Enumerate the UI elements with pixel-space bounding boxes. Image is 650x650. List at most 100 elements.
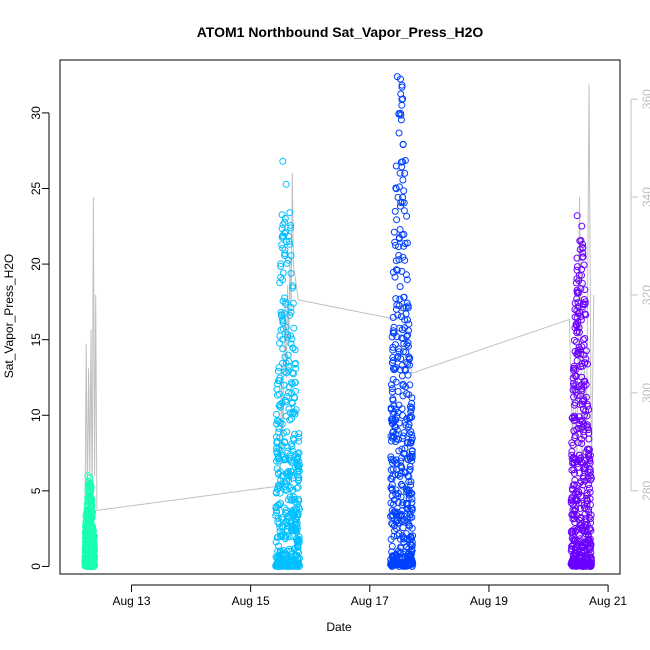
data-point (279, 325, 287, 333)
data-point (388, 415, 396, 423)
data-point (581, 521, 589, 529)
data-point (583, 494, 591, 502)
data-point (405, 478, 413, 486)
data-point (291, 394, 299, 402)
data-point (569, 497, 577, 505)
data-point (294, 510, 302, 518)
data-point (397, 116, 405, 124)
data-point (273, 410, 280, 418)
data-point (387, 405, 395, 413)
data-point (399, 380, 407, 388)
data-point (583, 400, 591, 408)
data-point (408, 559, 416, 567)
data-point (400, 534, 408, 542)
data-point (284, 468, 292, 475)
data-point (84, 481, 92, 488)
data-point (392, 295, 400, 303)
data-point (398, 83, 406, 91)
data-point (389, 432, 397, 440)
data-point (574, 303, 582, 311)
data-point (282, 506, 290, 514)
y-tick-label: 0 (29, 563, 43, 570)
data-point (398, 101, 406, 109)
data-point (275, 501, 283, 509)
data-point (404, 423, 412, 431)
data-point (579, 336, 587, 344)
data-point (402, 310, 410, 318)
data-point (276, 403, 284, 411)
data-point (85, 507, 93, 515)
data-point (285, 389, 292, 397)
data-point (580, 377, 588, 385)
data-point (403, 390, 411, 398)
data-point (289, 344, 297, 352)
data-point (274, 367, 282, 375)
data-point (287, 221, 295, 229)
data-point (290, 510, 298, 518)
data-point (278, 225, 286, 233)
data-point (571, 469, 578, 477)
data-point (586, 484, 593, 492)
data-point (587, 519, 595, 527)
data-point (295, 497, 303, 505)
data-point (573, 357, 581, 365)
data-point (587, 511, 595, 519)
data-point (285, 367, 292, 375)
data-point (407, 478, 415, 486)
data-point (402, 271, 410, 279)
data-point (586, 535, 594, 543)
data-point (288, 380, 296, 388)
data-point (395, 243, 403, 251)
data-point (388, 542, 396, 550)
plot-frame (59, 59, 621, 575)
data-point (277, 262, 285, 270)
data-point (403, 341, 411, 349)
data-point (276, 489, 284, 497)
secondary-line-layer (84, 84, 595, 516)
data-point (576, 401, 584, 408)
x-tick-label: Aug 21 (589, 594, 627, 608)
data-point (279, 359, 286, 367)
data-point (399, 176, 407, 184)
data-point (282, 180, 290, 188)
data-point (407, 550, 415, 558)
data-point (281, 368, 289, 376)
data-point-peak (279, 157, 287, 165)
data-point (407, 408, 415, 416)
data-point (574, 456, 582, 464)
data-point (276, 390, 283, 398)
data-point (280, 309, 288, 317)
data-point (395, 129, 403, 137)
data-point (571, 386, 579, 394)
data-point (398, 163, 406, 171)
data-point (573, 254, 581, 262)
data-point (409, 560, 417, 568)
data-point (91, 561, 99, 569)
data-point (276, 532, 284, 540)
data-point (576, 417, 584, 425)
data-point (406, 361, 414, 369)
data-point (86, 479, 94, 487)
data-point (275, 377, 283, 385)
data-point (570, 366, 578, 374)
data-point (389, 314, 397, 321)
data-point (84, 494, 92, 502)
data-point (282, 486, 290, 494)
data-point (285, 405, 293, 413)
data-point (279, 453, 287, 461)
data-point (275, 469, 282, 477)
data-point (286, 209, 294, 217)
data-point (406, 414, 414, 422)
secondary-series-line (84, 84, 595, 516)
series-4 (567, 212, 595, 570)
data-point (398, 405, 406, 413)
data-point (569, 511, 577, 519)
x-tick-label: Aug 13 (112, 594, 150, 608)
data-point (291, 410, 299, 418)
data-point (574, 310, 582, 317)
data-point (280, 381, 288, 389)
data-point (387, 453, 395, 461)
data-point (399, 499, 407, 507)
data-point (391, 241, 399, 249)
data-point (392, 184, 400, 192)
